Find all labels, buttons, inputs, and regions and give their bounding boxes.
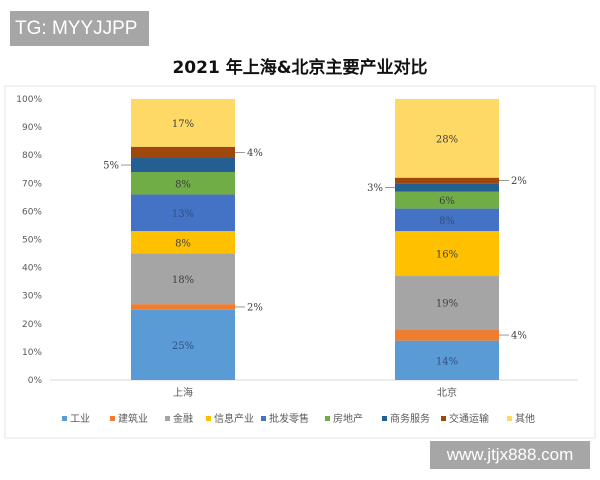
- data-label: 4%: [247, 148, 263, 159]
- data-label: 6%: [439, 196, 455, 207]
- y-tick-label: 70%: [22, 179, 42, 189]
- bar-segment: [131, 158, 235, 173]
- legend-label: 商务服务: [390, 412, 430, 425]
- bar-segment: [395, 191, 499, 209]
- legend-swatch: [165, 416, 170, 421]
- data-label: 8%: [439, 216, 455, 227]
- data-label: 2%: [511, 176, 527, 187]
- bar-segment: [395, 340, 499, 380]
- x-tick-label: 上海: [173, 386, 193, 399]
- legend-label: 信息产业: [214, 412, 254, 425]
- data-label: 28%: [436, 134, 458, 145]
- bar-segment: [131, 231, 235, 254]
- bar-segment: [131, 253, 235, 305]
- data-label: 3%: [367, 183, 383, 194]
- legend-label: 工业: [70, 413, 90, 425]
- legend-swatch: [110, 416, 115, 421]
- y-tick-label: 60%: [22, 207, 42, 217]
- y-tick-label: 30%: [22, 292, 42, 302]
- bar-segment: [395, 276, 499, 330]
- data-label: 16%: [436, 250, 458, 261]
- legend-swatch: [261, 416, 266, 421]
- bar-segment: [395, 99, 499, 178]
- data-label: 8%: [175, 179, 191, 190]
- y-tick-label: 100%: [16, 95, 42, 105]
- bar-segment: [395, 183, 499, 192]
- plot-frame: [4, 85, 596, 439]
- legend-label: 交通运输: [449, 412, 489, 425]
- legend-swatch: [325, 416, 330, 421]
- legend-swatch: [382, 416, 387, 421]
- y-tick-label: 80%: [22, 151, 42, 161]
- legend-swatch: [62, 416, 67, 421]
- bar-segment: [131, 99, 235, 147]
- data-label: 18%: [172, 275, 194, 286]
- legend-swatch: [206, 416, 211, 421]
- data-label: 17%: [172, 119, 194, 130]
- legend-label: 其他: [515, 412, 535, 425]
- y-tick-label: 40%: [22, 264, 42, 274]
- bar-segment: [131, 309, 235, 380]
- watermark-top: TG: MYYJJPP: [10, 11, 149, 46]
- legend-swatch: [507, 416, 512, 421]
- watermark-bottom: www.jtjx888.com: [430, 441, 590, 469]
- y-tick-label: 10%: [22, 348, 42, 358]
- data-label: 25%: [172, 341, 194, 352]
- data-label: 5%: [103, 161, 119, 172]
- x-tick-label: 北京: [437, 386, 457, 399]
- bar-segment: [131, 194, 235, 232]
- y-tick-label: 90%: [22, 123, 42, 133]
- bar-segment: [395, 177, 499, 184]
- legend-swatch: [441, 416, 446, 421]
- legend-label: 金融: [173, 412, 193, 425]
- bar-segment: [395, 329, 499, 341]
- legend-label: 建筑业: [118, 412, 148, 425]
- data-label: 19%: [436, 299, 458, 310]
- chart-title: 2021 年上海&北京主要产业对比: [172, 57, 427, 78]
- bar-segment: [131, 304, 235, 310]
- bar-segment: [131, 146, 235, 159]
- data-label: 13%: [172, 209, 194, 220]
- data-label: 2%: [247, 302, 263, 313]
- data-label: 8%: [175, 238, 191, 249]
- legend-label: 批发零售: [269, 412, 309, 425]
- y-tick-label: 0%: [28, 376, 43, 386]
- y-tick-label: 20%: [22, 320, 42, 330]
- legend-label: 房地产: [333, 412, 363, 425]
- bar-segment: [395, 208, 499, 232]
- bar-segment: [131, 172, 235, 195]
- y-tick-label: 50%: [22, 236, 42, 246]
- data-label: 14%: [436, 356, 458, 367]
- bar-segment: [395, 231, 499, 277]
- data-label: 4%: [511, 331, 527, 342]
